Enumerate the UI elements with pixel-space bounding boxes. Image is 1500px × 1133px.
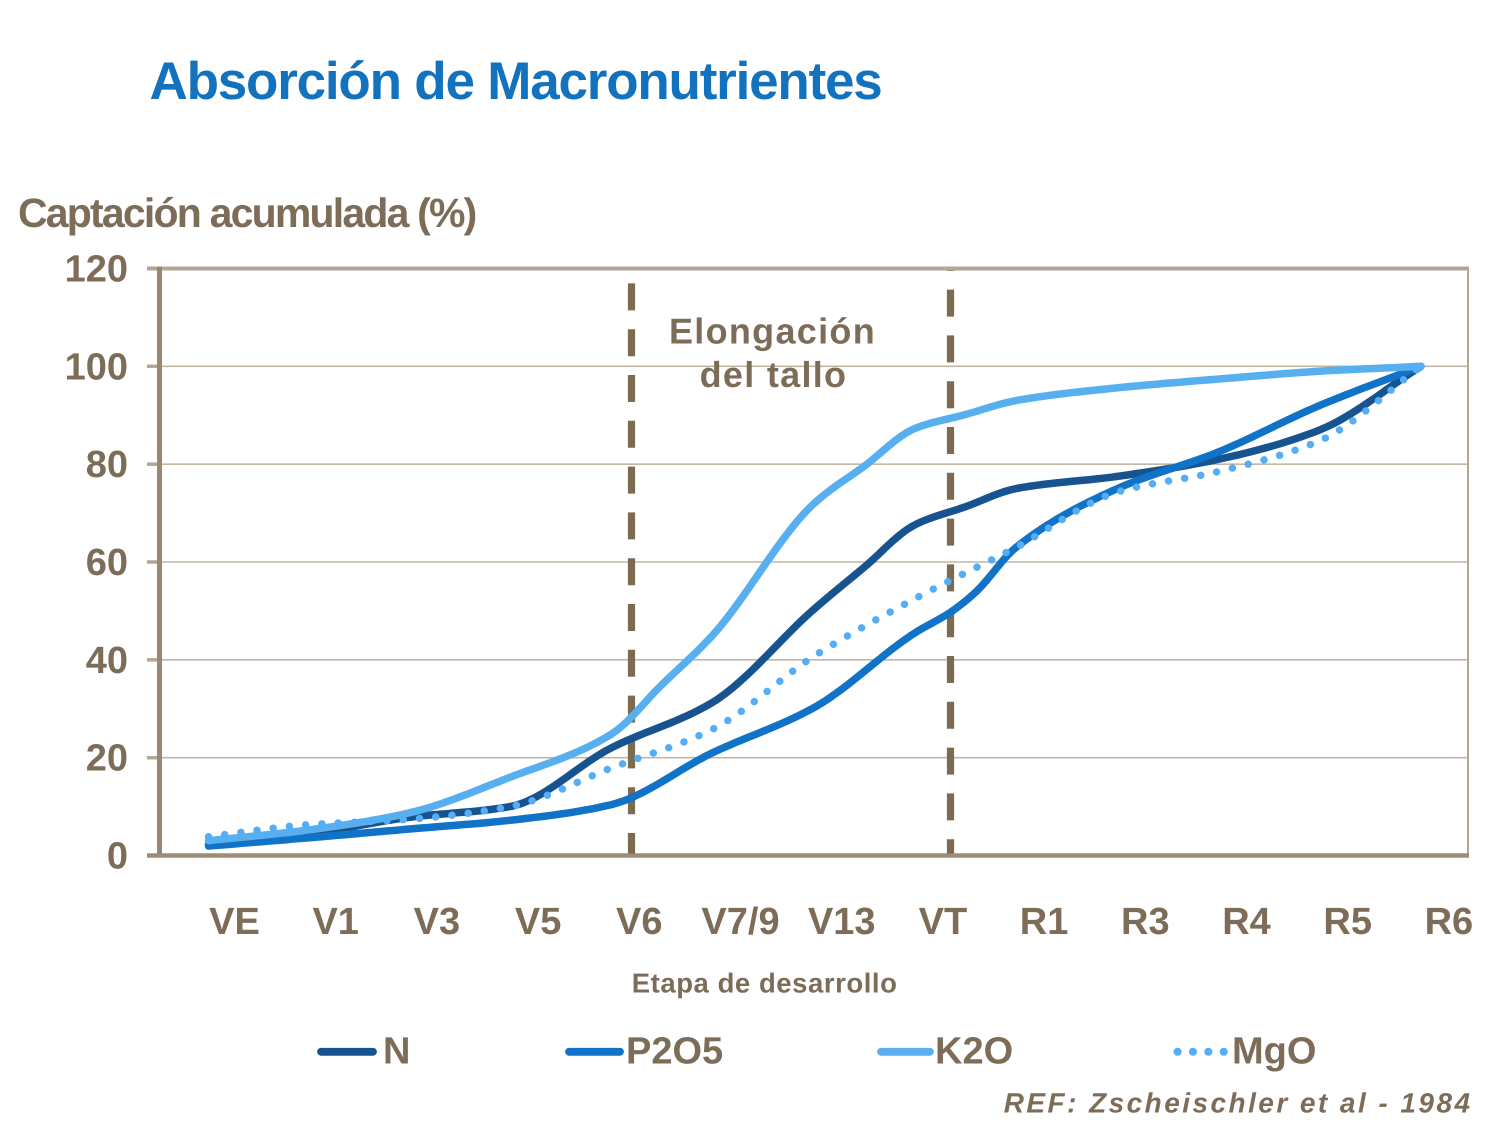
svg-text:40: 40	[86, 640, 128, 682]
svg-text:R6: R6	[1425, 901, 1474, 943]
svg-text:20: 20	[86, 738, 128, 780]
svg-text:REF: Zscheischler et al - 1984: REF: Zscheischler et al - 1984	[1004, 1087, 1473, 1118]
svg-text:120: 120	[65, 249, 128, 291]
svg-text:MgO: MgO	[1232, 1031, 1316, 1073]
svg-text:Etapa de desarrollo: Etapa de desarrollo	[632, 968, 898, 999]
svg-text:N: N	[383, 1031, 410, 1073]
svg-text:R4: R4	[1222, 901, 1271, 943]
svg-text:VT: VT	[919, 901, 968, 943]
svg-text:0: 0	[107, 836, 128, 878]
svg-text:V7/9: V7/9	[701, 901, 779, 943]
svg-text:100: 100	[65, 346, 128, 388]
svg-text:V3: V3	[414, 901, 460, 943]
svg-text:R3: R3	[1121, 901, 1170, 943]
svg-text:del tallo: del tallo	[700, 354, 848, 395]
svg-text:Absorción de Macronutrientes: Absorción de Macronutrientes	[150, 52, 882, 111]
svg-text:V6: V6	[616, 901, 662, 943]
svg-text:V5: V5	[515, 901, 561, 943]
svg-text:P2O5: P2O5	[626, 1031, 723, 1073]
svg-text:Captación acumulada (%): Captación acumulada (%)	[18, 190, 476, 236]
svg-text:VE: VE	[209, 901, 260, 943]
svg-text:60: 60	[86, 542, 128, 584]
svg-text:V1: V1	[312, 901, 358, 943]
svg-text:R5: R5	[1323, 901, 1372, 943]
svg-text:K2O: K2O	[935, 1031, 1013, 1073]
svg-text:80: 80	[86, 444, 128, 486]
svg-text:Elongación: Elongación	[669, 311, 876, 352]
svg-text:R1: R1	[1020, 901, 1069, 943]
svg-text:V13: V13	[808, 901, 876, 943]
